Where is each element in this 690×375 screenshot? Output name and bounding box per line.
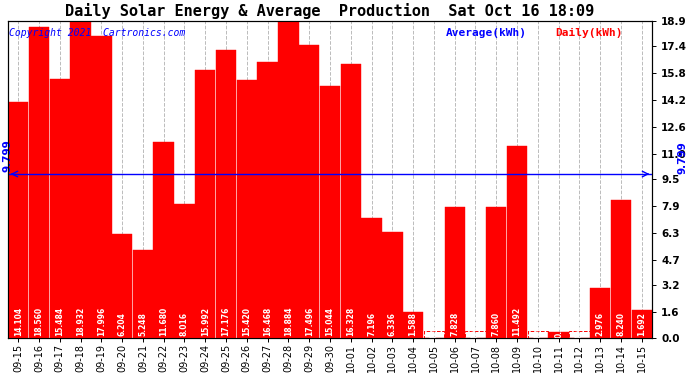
Text: 9.799: 9.799 (3, 139, 13, 171)
Text: 18.932: 18.932 (76, 307, 85, 336)
Text: 1.692: 1.692 (638, 312, 647, 336)
Text: 18.884: 18.884 (284, 306, 293, 336)
Text: 5.248: 5.248 (139, 312, 148, 336)
Text: Average(kWh): Average(kWh) (446, 28, 527, 38)
Bar (611, 200, 631, 338)
Text: 8.016: 8.016 (180, 312, 189, 336)
Bar (631, 310, 652, 338)
Text: 7.828: 7.828 (450, 312, 460, 336)
Bar (299, 45, 319, 338)
Bar (175, 204, 195, 338)
Bar (341, 64, 361, 338)
Text: 9.799: 9.799 (678, 141, 688, 174)
Text: 0.000: 0.000 (471, 314, 480, 338)
Bar (319, 86, 340, 338)
Bar (444, 207, 465, 338)
Text: 16.328: 16.328 (346, 307, 355, 336)
Bar (91, 36, 112, 338)
Text: 7.860: 7.860 (492, 312, 501, 336)
Text: Copyright 2021  Cartronics.com: Copyright 2021 Cartronics.com (9, 28, 186, 38)
Bar (528, 331, 548, 338)
Bar (112, 234, 132, 338)
Text: 2.976: 2.976 (595, 312, 604, 336)
Text: 16.468: 16.468 (263, 307, 272, 336)
Bar (132, 251, 153, 338)
Text: 6.204: 6.204 (117, 312, 126, 336)
Text: 0.000: 0.000 (575, 314, 584, 338)
Text: 15.484: 15.484 (55, 307, 64, 336)
Bar (507, 146, 527, 338)
Bar (70, 21, 90, 338)
Bar (237, 80, 257, 338)
Text: 11.680: 11.680 (159, 307, 168, 336)
Bar (486, 207, 506, 338)
Text: 17.176: 17.176 (221, 306, 230, 336)
Text: 17.496: 17.496 (305, 307, 314, 336)
Bar (424, 331, 444, 338)
Bar (216, 50, 236, 338)
Text: 18.560: 18.560 (34, 307, 43, 336)
Text: 7.196: 7.196 (367, 312, 376, 336)
Bar (549, 332, 569, 338)
Text: 15.044: 15.044 (326, 307, 335, 336)
Bar (8, 102, 28, 338)
Text: 14.104: 14.104 (14, 307, 23, 336)
Bar (382, 232, 402, 338)
Text: 0.368: 0.368 (554, 314, 563, 338)
Bar (590, 288, 611, 338)
Text: 11.492: 11.492 (513, 307, 522, 336)
Bar (403, 312, 424, 338)
Bar (569, 331, 590, 338)
Bar (362, 218, 382, 338)
Text: 6.336: 6.336 (388, 312, 397, 336)
Bar (195, 70, 215, 338)
Bar (465, 331, 486, 338)
Text: 15.992: 15.992 (201, 307, 210, 336)
Text: Daily(kWh): Daily(kWh) (555, 28, 623, 38)
Text: 1.588: 1.588 (408, 312, 417, 336)
Bar (153, 142, 174, 338)
Text: 0.000: 0.000 (429, 314, 438, 338)
Text: 15.420: 15.420 (242, 307, 251, 336)
Title: Daily Solar Energy & Average  Production  Sat Oct 16 18:09: Daily Solar Energy & Average Production … (66, 3, 595, 19)
Text: 17.996: 17.996 (97, 307, 106, 336)
Bar (257, 62, 278, 338)
Bar (50, 79, 70, 338)
Text: 0.000: 0.000 (533, 314, 542, 338)
Text: 8.240: 8.240 (616, 312, 626, 336)
Bar (278, 22, 299, 338)
Bar (29, 27, 49, 338)
